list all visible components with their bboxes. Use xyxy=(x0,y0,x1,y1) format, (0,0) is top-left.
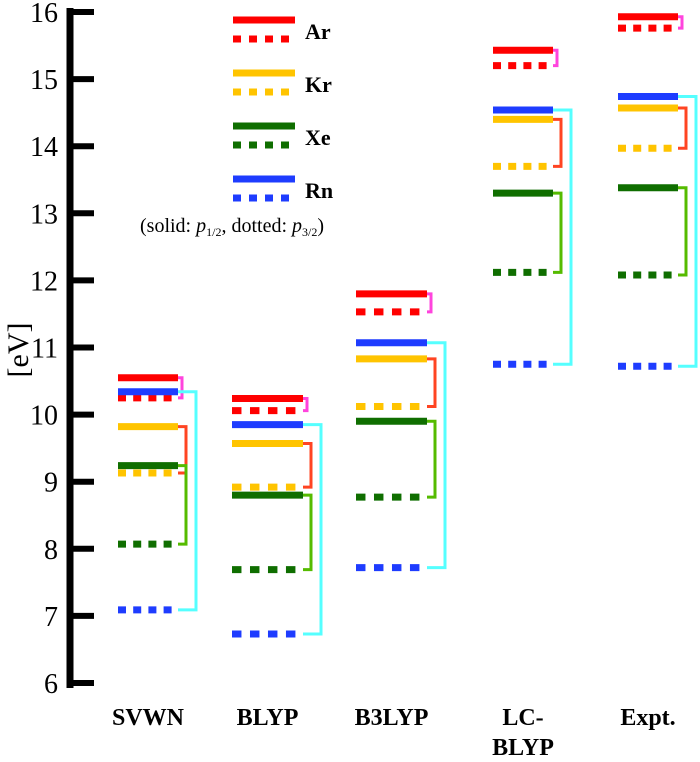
link-kr xyxy=(178,425,188,475)
x-category-label-line: LC- xyxy=(502,705,543,731)
y-tick-label: 15 xyxy=(30,65,58,96)
link-xe xyxy=(178,464,188,546)
x-category-label-line: B3LYP xyxy=(355,705,429,731)
link-rn xyxy=(678,95,698,368)
legend: Ar Kr Xe Rn xyxy=(233,16,333,203)
y-tick-label: 12 xyxy=(30,266,58,297)
link-rn xyxy=(178,390,198,612)
link-xe xyxy=(678,186,688,277)
link-ar xyxy=(178,376,184,400)
y-tick-label: 14 xyxy=(30,132,58,163)
x-category-label: Expt. xyxy=(620,705,675,731)
x-category-label-line: BLYP xyxy=(492,735,554,761)
y-axis: 6 7 8 9 10 11 12 13 14 15 16 xyxy=(30,0,94,700)
link-rn xyxy=(303,423,323,636)
x-category-label: LC- BLYP xyxy=(492,705,554,761)
link-rn xyxy=(553,108,573,366)
link-xe xyxy=(427,419,437,499)
link-ar xyxy=(678,15,684,30)
x-category-label: B3LYP xyxy=(355,705,429,731)
x-category-label-line: BLYP xyxy=(237,705,299,731)
levels xyxy=(118,13,698,638)
link-xe xyxy=(303,493,313,572)
legend-label: Kr xyxy=(305,72,332,97)
x-category-labels: SVWN BLYP B3LYP LC- BLYP Expt. xyxy=(112,705,676,761)
x-category-label-line: Expt. xyxy=(620,705,675,731)
y-tick-label: 9 xyxy=(44,468,58,499)
y-tick-label: 11 xyxy=(31,334,58,365)
link-kr xyxy=(427,357,437,409)
link-kr xyxy=(678,106,688,150)
link-ar xyxy=(427,292,433,314)
x-category-label-line: SVWN xyxy=(112,705,185,731)
legend-label: Rn xyxy=(305,178,333,203)
y-tick-label: 7 xyxy=(44,602,58,633)
y-tick-label: 13 xyxy=(30,199,58,230)
legend-note: (solid: p1/2, dotted: p3/2) xyxy=(140,215,324,239)
y-axis-label: [eV] xyxy=(2,323,35,378)
y-tick-label: 16 xyxy=(30,0,58,29)
y-tick-label: 8 xyxy=(44,535,58,566)
link-kr xyxy=(553,117,563,168)
y-tick-label: 10 xyxy=(30,401,58,432)
link-xe xyxy=(553,191,563,274)
x-category-label: SVWN xyxy=(112,705,185,731)
x-category-label: BLYP xyxy=(237,705,299,731)
legend-label: Xe xyxy=(305,125,331,150)
y-tick-label: 6 xyxy=(44,669,58,700)
legend-label: Ar xyxy=(305,19,331,44)
link-ar xyxy=(553,48,559,68)
link-ar xyxy=(303,396,309,413)
link-kr xyxy=(303,441,313,489)
link-rn xyxy=(427,341,447,570)
